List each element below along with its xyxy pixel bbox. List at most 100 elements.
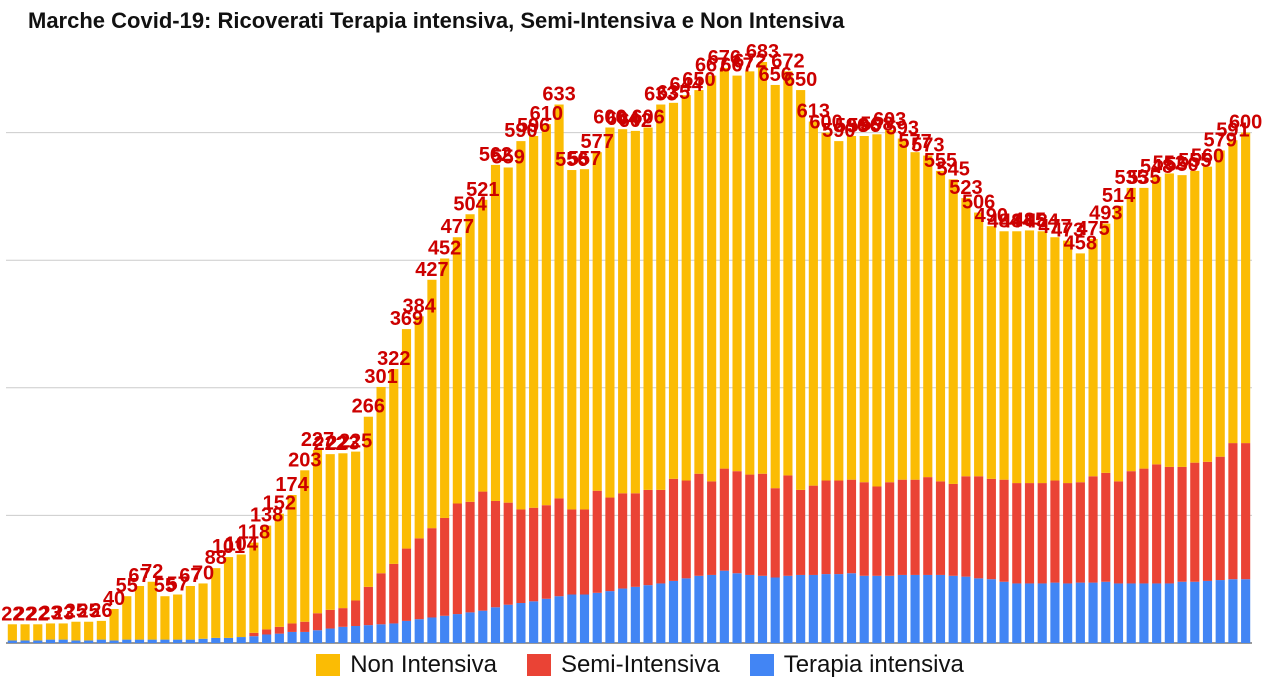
bar-non-intensiva-10 bbox=[134, 586, 145, 640]
bar-non-intensiva-97 bbox=[1241, 132, 1251, 444]
total-label-75: 523 bbox=[949, 177, 982, 199]
total-label-59: 683 bbox=[746, 41, 779, 63]
bar-terapia-intensiva-31 bbox=[401, 620, 412, 643]
bar-series-group bbox=[7, 61, 1251, 643]
bar-non-intensiva-38 bbox=[490, 164, 501, 501]
legend-item-terapia-intensiva[interactable]: Terapia intensiva bbox=[749, 651, 964, 679]
bar-semi-intensiva-21 bbox=[274, 626, 284, 634]
bar-semi-intensiva-25 bbox=[325, 609, 335, 629]
total-label-91: 552 bbox=[1153, 152, 1186, 174]
bar-non-intensiva-48 bbox=[618, 129, 628, 494]
total-label-61: 672 bbox=[771, 50, 804, 72]
bar-semi-intensiva-27 bbox=[351, 600, 361, 626]
total-label-66: 596 bbox=[835, 115, 868, 137]
total-label-36: 504 bbox=[453, 193, 487, 215]
total-label-46: 577 bbox=[581, 131, 614, 153]
total-label-33: 427 bbox=[415, 259, 448, 281]
total-labels-group: 2222222323252526405567725557677088101104… bbox=[1, 41, 1262, 625]
bar-terapia-intensiva-79 bbox=[1012, 583, 1022, 643]
bar-non-intensiva-65 bbox=[834, 141, 844, 481]
bar-terapia-intensiva-40 bbox=[516, 603, 526, 643]
bar-non-intensiva-62 bbox=[796, 90, 806, 490]
bar-non-intensiva-6 bbox=[84, 621, 94, 641]
bar-non-intensiva-49 bbox=[630, 130, 640, 494]
total-label-87: 514 bbox=[1102, 185, 1136, 207]
bar-semi-intensiva-42 bbox=[541, 505, 551, 599]
bar-non-intensiva-75 bbox=[961, 198, 971, 477]
bar-non-intensiva-73 bbox=[935, 170, 946, 482]
bar-semi-intensiva-37 bbox=[478, 491, 488, 611]
chart-title: Marche Covid-19: Ricoverati Terapia inte… bbox=[28, 8, 845, 33]
bar-non-intensiva-94 bbox=[1202, 166, 1213, 462]
bar-semi-intensiva-81 bbox=[1037, 483, 1047, 584]
total-label-21: 152 bbox=[263, 493, 296, 515]
bar-semi-intensiva-44 bbox=[567, 509, 577, 595]
bar-non-intensiva-22 bbox=[287, 494, 297, 624]
bar-terapia-intensiva-11 bbox=[147, 639, 157, 643]
total-label-4: 23 bbox=[52, 602, 74, 624]
bar-terapia-intensiva-57 bbox=[732, 573, 742, 643]
bar-non-intensiva-18 bbox=[236, 554, 246, 638]
bar-terapia-intensiva-47 bbox=[605, 591, 615, 643]
total-label-5: 25 bbox=[65, 601, 87, 623]
bar-semi-intensiva-24 bbox=[312, 613, 323, 631]
bar-terapia-intensiva-70 bbox=[897, 574, 907, 643]
bar-non-intensiva-47 bbox=[605, 127, 615, 498]
bar-non-intensiva-55 bbox=[707, 75, 717, 482]
total-label-82: 477 bbox=[1038, 216, 1071, 238]
legend-item-semi-intensiva[interactable]: Semi-Intensiva bbox=[526, 651, 720, 679]
bar-terapia-intensiva-58 bbox=[745, 574, 755, 643]
total-label-52: 635 bbox=[657, 82, 690, 104]
legend-item-non-intensiva[interactable]: Non Intensiva bbox=[316, 651, 497, 679]
total-label-49: 602 bbox=[619, 110, 652, 132]
bar-semi-intensiva-95 bbox=[1215, 456, 1225, 581]
bar-semi-intensiva-50 bbox=[643, 489, 653, 586]
bar-semi-intensiva-69 bbox=[885, 482, 895, 576]
bar-terapia-intensiva-20 bbox=[262, 634, 272, 643]
bar-non-intensiva-61 bbox=[783, 71, 793, 476]
bar-non-intensiva-78 bbox=[999, 231, 1009, 480]
bar-terapia-intensiva-75 bbox=[961, 576, 971, 643]
bar-semi-intensiva-60 bbox=[770, 488, 780, 578]
total-label-47: 606 bbox=[593, 107, 626, 129]
bar-terapia-intensiva-76 bbox=[974, 578, 984, 643]
bar-non-intensiva-67 bbox=[859, 136, 869, 483]
bar-terapia-intensiva-13 bbox=[173, 639, 183, 643]
bar-semi-intensiva-90 bbox=[1152, 464, 1162, 584]
bar-terapia-intensiva-24 bbox=[312, 630, 323, 643]
total-label-35: 477 bbox=[441, 216, 474, 238]
bar-terapia-intensiva-73 bbox=[935, 574, 946, 643]
bar-terapia-intensiva-82 bbox=[1050, 582, 1060, 643]
total-label-38: 562 bbox=[479, 144, 512, 166]
bar-non-intensiva-35 bbox=[452, 237, 462, 504]
bar-semi-intensiva-88 bbox=[1126, 471, 1136, 584]
bar-semi-intensiva-23 bbox=[300, 621, 310, 632]
bar-semi-intensiva-61 bbox=[783, 475, 793, 576]
bar-non-intensiva-53 bbox=[681, 95, 691, 481]
bar-semi-intensiva-29 bbox=[376, 573, 386, 625]
bar-non-intensiva-32 bbox=[414, 316, 424, 539]
bar-terapia-intensiva-34 bbox=[440, 615, 450, 643]
bar-terapia-intensiva-85 bbox=[1088, 582, 1098, 643]
bar-terapia-intensiva-19 bbox=[249, 636, 259, 643]
bar-non-intensiva-80 bbox=[1024, 230, 1035, 484]
bar-non-intensiva-7 bbox=[96, 620, 106, 640]
bar-terapia-intensiva-33 bbox=[427, 617, 437, 643]
total-label-15: 70 bbox=[192, 562, 214, 584]
bar-terapia-intensiva-74 bbox=[948, 575, 958, 643]
bar-semi-intensiva-49 bbox=[630, 493, 640, 587]
total-label-89: 535 bbox=[1127, 167, 1160, 189]
bar-terapia-intensiva-8 bbox=[109, 640, 119, 643]
bar-semi-intensiva-89 bbox=[1139, 468, 1149, 584]
bar-non-intensiva-25 bbox=[325, 454, 335, 610]
bar-terapia-intensiva-86 bbox=[1101, 581, 1111, 643]
bar-non-intensiva-31 bbox=[401, 329, 412, 549]
bar-terapia-intensiva-71 bbox=[910, 574, 920, 643]
total-label-3: 23 bbox=[39, 602, 61, 624]
bar-terapia-intensiva-80 bbox=[1024, 583, 1035, 643]
bar-terapia-intensiva-36 bbox=[465, 612, 475, 643]
bar-non-intensiva-93 bbox=[1190, 170, 1200, 463]
bar-semi-intensiva-80 bbox=[1024, 483, 1035, 584]
bar-semi-intensiva-75 bbox=[961, 476, 971, 577]
total-label-22: 174 bbox=[275, 474, 309, 496]
